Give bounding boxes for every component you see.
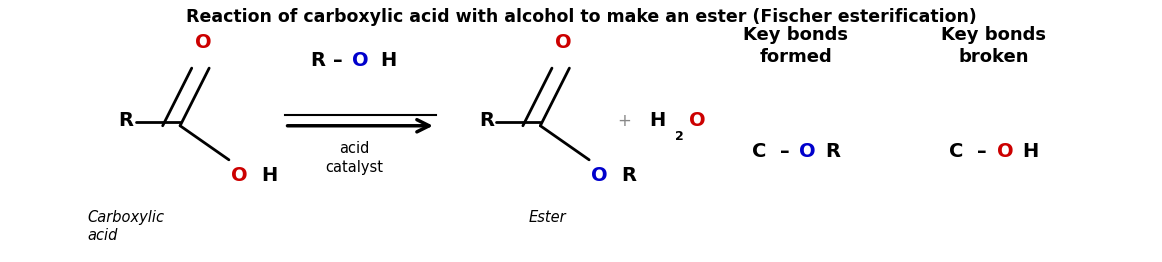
Text: O: O [231,166,248,185]
Text: 2: 2 [675,130,684,143]
Text: Carboxylic
acid: Carboxylic acid [87,210,164,243]
Text: O: O [555,33,572,52]
Text: C: C [752,143,766,161]
Text: R: R [310,51,325,70]
Text: Ester: Ester [529,210,566,225]
Text: R: R [479,111,494,130]
Text: H: H [650,111,666,130]
Text: +: + [617,112,631,129]
Text: R: R [119,111,134,130]
Text: O: O [997,143,1013,161]
Text: C: C [949,143,963,161]
Text: O: O [799,143,816,161]
Text: R: R [826,143,840,161]
Text: O: O [591,166,608,185]
Text: O: O [195,33,211,52]
Text: Key bonds
broken: Key bonds broken [941,26,1046,66]
Text: H: H [380,51,396,70]
Text: Key bonds
formed: Key bonds formed [744,26,848,66]
Text: R: R [622,166,637,185]
Text: O: O [352,51,368,70]
Text: Reaction of carboxylic acid with alcohol to make an ester (Fischer esterificatio: Reaction of carboxylic acid with alcohol… [186,8,976,26]
Text: O: O [689,111,705,130]
Text: H: H [261,166,278,185]
Text: –: – [780,143,789,161]
Text: –: – [977,143,987,161]
Text: acid
catalyst: acid catalyst [325,141,383,175]
Text: H: H [1023,143,1039,161]
Text: –: – [333,51,343,70]
